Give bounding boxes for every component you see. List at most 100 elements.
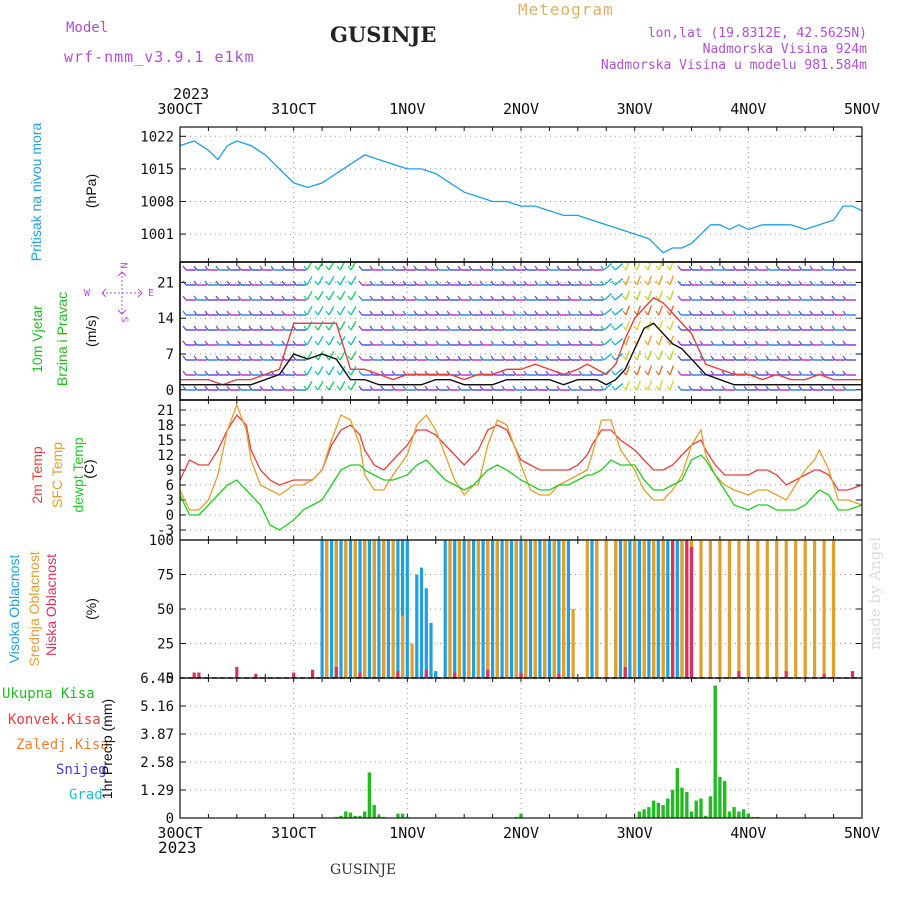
wind-barb-flag (391, 295, 396, 301)
wind-barb-flag (611, 295, 616, 301)
wind-barb-flag (765, 355, 770, 361)
visoka-oblacnost-bar (628, 540, 632, 678)
wind-barb-flag (710, 385, 715, 391)
wind-barb-flag (710, 265, 715, 271)
wind-barb-flag (534, 310, 539, 316)
wind-barb (317, 275, 324, 286)
wind-barb-flag (446, 340, 451, 346)
wind-barb-flag (567, 355, 572, 361)
wind-barb-flag (435, 340, 440, 346)
wind-barb-flag (512, 295, 517, 301)
wind-barb-flag (182, 265, 187, 271)
wind-barb-flag (215, 265, 220, 271)
niska-oblacnost-bar (192, 672, 196, 678)
srednja-oblacnost-bar (708, 540, 712, 678)
model-name: wrf-nmm_v3.9.1 e1km (64, 48, 255, 66)
wind-barb-flag (292, 310, 297, 316)
wind-barb-flag (809, 325, 814, 331)
wind-barb-flag (347, 295, 352, 301)
wind-barb-flag (369, 310, 374, 316)
wind-barb-flag (798, 370, 803, 376)
srednja-oblacnost-bar (353, 540, 357, 678)
wind-barb-flag (787, 310, 792, 316)
2m-temp-line (179, 413, 863, 491)
ukupna-kisa-bar (396, 813, 400, 818)
wind-barb-flag (589, 355, 594, 361)
wind-barb-flag (193, 310, 198, 316)
wind-barb-flag (281, 325, 286, 331)
niska-oblacnost-bar (334, 667, 338, 678)
wind-barb-flag (369, 265, 374, 271)
wind-barb-flag (633, 355, 638, 361)
wind-barb-flag (633, 310, 638, 316)
wind-barb-flag (358, 355, 363, 361)
ukupna-kisa-bar (704, 815, 708, 818)
wind-barb-flag (457, 265, 462, 271)
wind-barb-flag (490, 295, 495, 301)
meteogram-title: Meteogram (518, 0, 614, 19)
wind-barb-flag (699, 310, 704, 316)
wind-barb-flag (424, 385, 429, 391)
visoka-oblacnost-bar (453, 540, 457, 678)
srednja-oblacnost-bar (822, 540, 826, 678)
wind-barb-flag (556, 355, 561, 361)
wind-barb-flag (402, 385, 407, 391)
wind-barb-flag (248, 280, 253, 286)
wind-barb-flag (226, 310, 231, 316)
wind-barb (647, 335, 653, 346)
top-year-label: 2023 (173, 85, 210, 103)
wind-barb-flag (765, 325, 770, 331)
wind-barb-flag (281, 310, 286, 316)
ukupna-kisa-bar (741, 809, 746, 818)
visoka-oblacnost-bar (500, 540, 504, 678)
wind-barb-flag (237, 265, 242, 271)
wind-barb-flag (523, 370, 528, 376)
wind-barb (317, 365, 324, 376)
wind-barb-flag (732, 340, 737, 346)
wind-barb (669, 305, 675, 316)
wind-barb-flag (798, 385, 803, 391)
wind-barb-flag (820, 340, 825, 346)
wind-barb-flag (303, 265, 308, 271)
wind-barb (317, 350, 324, 361)
wind-barb-flag (490, 265, 495, 271)
wind-barb (636, 305, 642, 316)
visoka-oblacnost-bar (538, 540, 542, 678)
wind-barb-flag (270, 385, 275, 391)
wind-barb-flag (402, 370, 407, 376)
wind-barb (625, 380, 631, 391)
wind-barb-flag (446, 355, 451, 361)
wind-barb-flag (303, 295, 308, 301)
wind-barb-flag (369, 295, 374, 301)
wind-barb (328, 365, 335, 376)
wind-barb-flag (743, 355, 748, 361)
wind-barb-flag (259, 325, 264, 331)
wind-barb-flag (842, 340, 847, 346)
wind-barb-flag (732, 310, 737, 316)
wind-barb-flag (721, 325, 726, 331)
wind-barb-flag (237, 370, 242, 376)
wind-barb-flag (677, 295, 682, 301)
niska-oblacnost-bar (254, 673, 258, 678)
wind-barb-flag (743, 280, 748, 286)
wind-barb-flag (380, 295, 385, 301)
wind-barb-flag (523, 340, 528, 346)
wind-barb-flag (743, 295, 748, 301)
wind-barb (636, 350, 642, 361)
y-tick-label: 1008 (140, 194, 174, 210)
ukupna-kisa-bar (363, 811, 367, 818)
dewpt-temp-line (179, 454, 863, 531)
wind-barb-flag (589, 370, 594, 376)
precip-legend-total: Ukupna Kisa (2, 686, 95, 702)
wind-barb-flag (523, 265, 528, 271)
y-tick-label: 14 (157, 311, 174, 327)
wind-barb-flag (391, 325, 396, 331)
wind-barb-flag (490, 355, 495, 361)
wind-barb-flag (468, 355, 473, 361)
wind-barb-flag (644, 310, 649, 316)
wind-barb (603, 308, 613, 316)
y-tick-label: 100 (149, 533, 174, 549)
wind-barb-flag (534, 385, 539, 391)
wind-barb-flag (809, 385, 814, 391)
wind-barb (603, 353, 613, 361)
